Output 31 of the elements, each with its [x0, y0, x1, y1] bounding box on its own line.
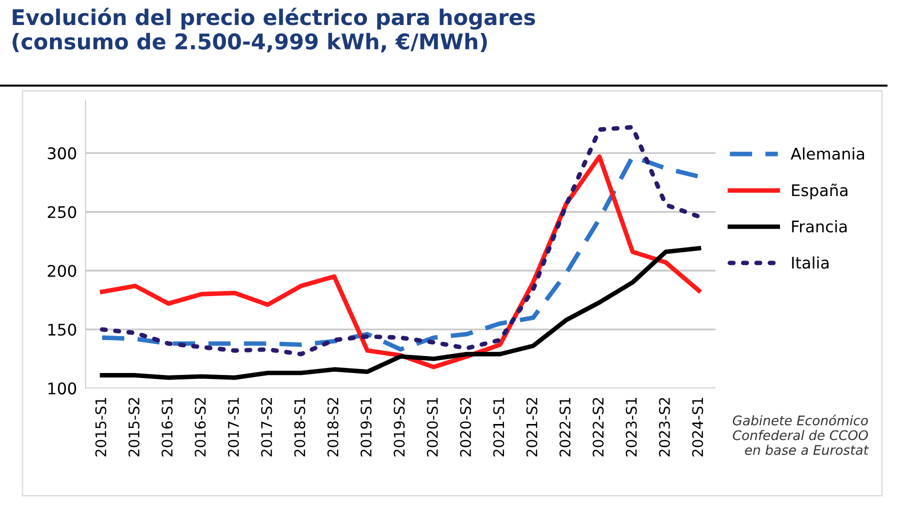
x-tick-label: 2016-S1	[162, 398, 173, 456]
y-tick-label: 150	[48, 324, 76, 336]
x-tick-label: 2018-S1	[294, 398, 306, 456]
text: Gabinete Económico Confederal de CCOO en base a Eurostat	[732, 414, 869, 455]
x-tick-label: 2020-S1	[426, 398, 438, 456]
x-tick-label: 2024-S1	[692, 398, 704, 456]
x-tick-label: 2015-S1	[95, 398, 106, 456]
x-tick-label: 2020-S2	[460, 398, 472, 456]
y-tick-label: 200	[48, 264, 76, 277]
y-tick-label: 300	[48, 147, 76, 160]
chart-title: Evolución del precio eléctrico para hogares (consumo de 2.500-4,999 kWh, €/MWh)	[12, 8, 536, 52]
legend-label: Italia	[792, 256, 829, 269]
line-series	[100, 246, 702, 380]
x-tick-label: 2023-S1	[626, 398, 637, 456]
x-tick-label: 2016-S2	[194, 398, 206, 456]
legend-label: Francia	[792, 220, 847, 233]
x-tick-label: 2017-S2	[261, 398, 272, 456]
x-tick-label: 2015-S2	[128, 398, 140, 456]
x-tick-label: 2021-S2	[526, 398, 538, 456]
x-tick-label: 2022-S1	[559, 398, 571, 456]
y-tick-label: 100	[48, 382, 76, 395]
legend-label: Alemania	[790, 147, 864, 160]
x-tick-label: 2017-S1	[228, 398, 239, 456]
x-tick-label: 2023-S2	[658, 398, 670, 456]
x-tick-label: 2021-S1	[493, 398, 504, 456]
x-tick-label: 2018-S2	[327, 398, 338, 456]
legend-label: España	[792, 184, 848, 200]
x-tick-label: 2019-S2	[394, 398, 405, 456]
x-tick-label: 2022-S2	[592, 398, 604, 456]
x-tick-label: 2019-S1	[360, 398, 372, 456]
y-tick-label: 250	[48, 206, 76, 218]
